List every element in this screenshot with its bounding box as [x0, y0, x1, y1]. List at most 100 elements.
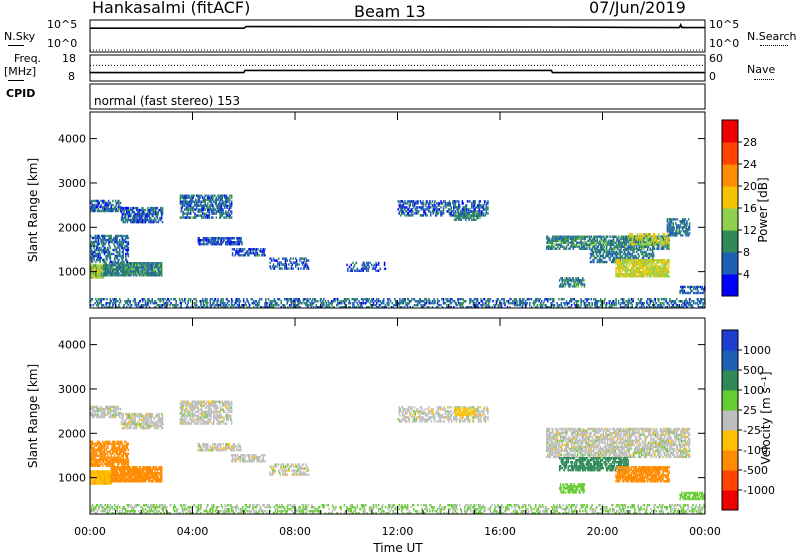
power-cells-cell	[256, 254, 259, 257]
power-cells-cell	[91, 236, 94, 240]
power-cells-cell	[598, 248, 600, 252]
power-cells-cell	[148, 208, 150, 212]
power-cells-cell	[214, 239, 217, 242]
power-cells-cell	[563, 241, 565, 244]
power-cells-cell	[430, 206, 432, 209]
power-cells-cell	[136, 218, 138, 222]
power-cells-cell	[141, 268, 143, 271]
power-cells-cell	[429, 210, 431, 213]
power-cells-cell	[116, 270, 118, 273]
power-cells-cell	[434, 300, 436, 303]
power-cells-cell	[641, 239, 644, 242]
power-cells-cell	[683, 220, 686, 223]
power-cells-cell	[117, 205, 119, 209]
power-cells-cell	[472, 216, 475, 220]
power-cells-cell	[483, 298, 486, 301]
power-cells-cell	[154, 270, 157, 273]
power-cells-cell	[264, 248, 266, 251]
power-cells-cell	[143, 212, 145, 216]
power-cells-cell	[654, 239, 657, 242]
power-cells-cell	[465, 218, 467, 221]
power-cells-cell	[555, 235, 557, 238]
power-cells-cell	[425, 298, 428, 301]
power-cells-cell	[594, 256, 597, 260]
power-cells-cell	[409, 210, 411, 213]
power-cells-cell	[231, 252, 234, 255]
power-cells-cell	[215, 198, 218, 201]
power-cells-cell	[222, 298, 224, 301]
power-cells-cell	[102, 276, 104, 279]
power-cells-cell	[468, 212, 470, 216]
power-cells-cell	[471, 210, 473, 213]
power-cells-cell	[194, 216, 196, 219]
power-cells-cell	[401, 210, 404, 213]
power-cells-cell	[226, 204, 229, 207]
power-cells-cell	[211, 212, 213, 215]
power-cells-cell	[207, 237, 210, 240]
power-cells-cell	[416, 208, 418, 211]
power-cells-cell	[151, 214, 153, 218]
power-cells-cell	[94, 240, 96, 244]
power-cells-cell	[433, 208, 435, 211]
power-cells-cell	[143, 220, 145, 224]
power-cells-cell	[639, 273, 641, 276]
power-cells-cell	[598, 260, 600, 264]
power-cells-cell	[633, 259, 635, 262]
power-cells-cell	[209, 200, 212, 203]
power-cells-cell	[547, 235, 549, 238]
power-cells-cell	[355, 261, 358, 265]
power-cells-cell	[228, 241, 230, 244]
power-cells-cell	[660, 243, 663, 246]
power-cells-cell	[100, 276, 102, 279]
power-cells-cell	[216, 241, 218, 244]
power-cells-cell	[398, 212, 400, 215]
power-cells-cell	[476, 206, 478, 209]
power-cells-cell	[599, 235, 601, 238]
power-cells-cell	[126, 262, 129, 265]
power-cells-cell	[96, 274, 98, 277]
power-cells-cell	[614, 245, 616, 248]
power-cells-cell	[151, 268, 153, 271]
power-cells-cell	[687, 232, 689, 235]
power-cells-cell	[561, 237, 563, 240]
power-cells-cell	[467, 210, 469, 213]
power-cells-cell	[121, 206, 124, 210]
power-cells-cell	[640, 271, 642, 274]
power-cells-cell	[558, 235, 560, 238]
power-cells-cell	[670, 232, 673, 235]
power-cells-cell	[126, 220, 129, 224]
power-cells-cell	[232, 241, 235, 244]
power-cells-cell	[94, 264, 96, 267]
power-cells-cell	[605, 243, 608, 246]
power-cells-cell	[671, 228, 674, 231]
power-cells-cell	[450, 206, 452, 209]
power-cells-cell	[230, 241, 232, 244]
power-cells-cell	[640, 248, 642, 252]
power-cells-cell	[117, 300, 119, 303]
power-cells-cell	[564, 235, 566, 238]
power-cells-cell	[646, 252, 648, 256]
power-cells-cell	[410, 214, 412, 217]
power-cells-cell	[635, 237, 638, 240]
power-cells-cell	[684, 230, 686, 233]
power-cells-cell	[405, 202, 407, 205]
power-cells-cell	[208, 241, 211, 244]
power-cells-cell	[301, 261, 303, 264]
power-cells-cell	[227, 237, 229, 240]
power-cells-cell	[91, 242, 94, 246]
power-cells-cell	[646, 254, 648, 258]
power-cells-cell	[637, 237, 639, 240]
power-cells-cell	[226, 196, 229, 199]
power-cells-cell	[147, 218, 149, 222]
power-cells-cell	[570, 245, 573, 248]
power-cells-cell	[123, 260, 125, 264]
power-cells-cell	[641, 252, 644, 256]
power-cells-cell	[127, 252, 130, 256]
power-cells-cell	[113, 264, 115, 267]
power-cells-cell	[513, 298, 516, 301]
power-cells-cell	[95, 254, 97, 258]
power-cells-cell	[627, 247, 629, 250]
power-cells-cell	[648, 233, 651, 236]
power-cells-cell	[96, 236, 99, 240]
power-cells-cell	[517, 304, 519, 307]
